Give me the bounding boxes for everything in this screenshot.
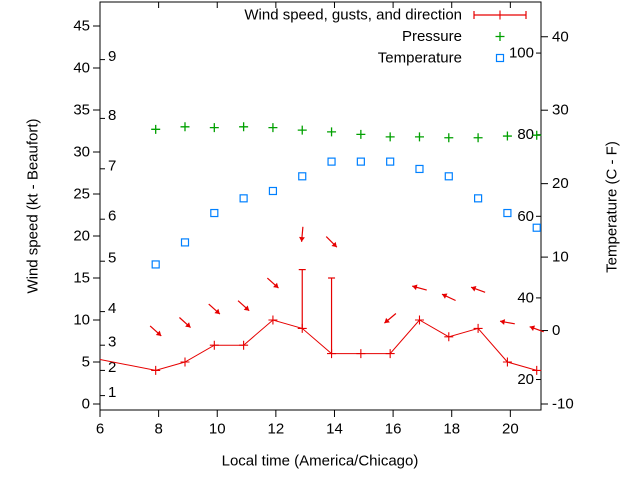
svg-text:7: 7 [108,157,116,174]
y-left-ticks [93,25,100,405]
svg-text:10: 10 [552,249,569,266]
svg-text:10: 10 [73,312,90,329]
svg-text:9: 9 [108,48,116,65]
legend-label: Temperature [378,50,462,67]
svg-text:8: 8 [108,107,116,124]
svg-text:6: 6 [96,421,104,438]
svg-text:20: 20 [552,175,569,192]
svg-text:20: 20 [517,371,534,388]
svg-text:14: 14 [326,421,343,438]
svg-text:45: 45 [73,18,90,35]
pressure-series [151,122,542,143]
svg-text:20: 20 [73,228,90,245]
svg-text:-10: -10 [552,396,574,413]
legend-label: Pressure [402,28,462,45]
svg-text:40: 40 [517,289,534,306]
y-left-axis-title: Wind speed (kt - Beaufort) [25,118,42,293]
svg-text:30: 30 [73,144,90,161]
svg-text:100: 100 [509,45,534,62]
axes [99,1,542,411]
wind-series [99,269,542,375]
y-right-ticks [541,36,548,405]
svg-text:2: 2 [108,359,116,376]
svg-text:40: 40 [73,60,90,77]
svg-text:0: 0 [82,396,90,413]
svg-text:5: 5 [82,354,90,371]
svg-text:60: 60 [517,208,534,225]
legend-label: Wind speed, gusts, and direction [244,7,462,24]
svg-text:12: 12 [268,421,285,438]
y-right-tick-labels: -10 0 10 20 30 40 [552,28,574,412]
x-axis-title: Local time (America/Chicago) [222,453,419,470]
wind-direction-arrows [149,226,544,337]
x-axis-tick-labels: 6 8 10 12 14 16 18 20 [96,421,519,438]
axis-titles: Local time (America/Chicago) Wind speed (… [25,118,621,469]
svg-text:10: 10 [209,421,226,438]
fahrenheit-inner-scale: 20 40 60 80 100 [509,45,541,388]
x-axis-ticks [99,2,511,417]
svg-text:0: 0 [552,322,560,339]
svg-text:1: 1 [108,384,116,401]
y-left-tick-labels: 0 5 10 15 20 25 30 35 40 45 [73,18,90,413]
svg-text:18: 18 [443,421,460,438]
beaufort-inner-scale: 1 2 3 4 5 6 7 8 9 [100,48,116,401]
svg-text:5: 5 [108,250,116,267]
y-right-axis-title: Temperature (C - F) [604,141,621,273]
svg-text:30: 30 [552,102,569,119]
svg-text:20: 20 [502,421,519,438]
svg-text:15: 15 [73,270,90,287]
svg-text:8: 8 [154,421,162,438]
svg-text:35: 35 [73,102,90,119]
svg-text:25: 25 [73,186,90,203]
svg-text:40: 40 [552,28,569,45]
svg-text:16: 16 [385,421,402,438]
temperature-series [151,157,541,269]
legend: Wind speed, gusts, and direction Pressure… [244,7,527,67]
svg-text:3: 3 [108,334,116,351]
svg-text:80: 80 [517,126,534,143]
svg-text:6: 6 [108,208,116,225]
svg-text:4: 4 [108,300,116,317]
